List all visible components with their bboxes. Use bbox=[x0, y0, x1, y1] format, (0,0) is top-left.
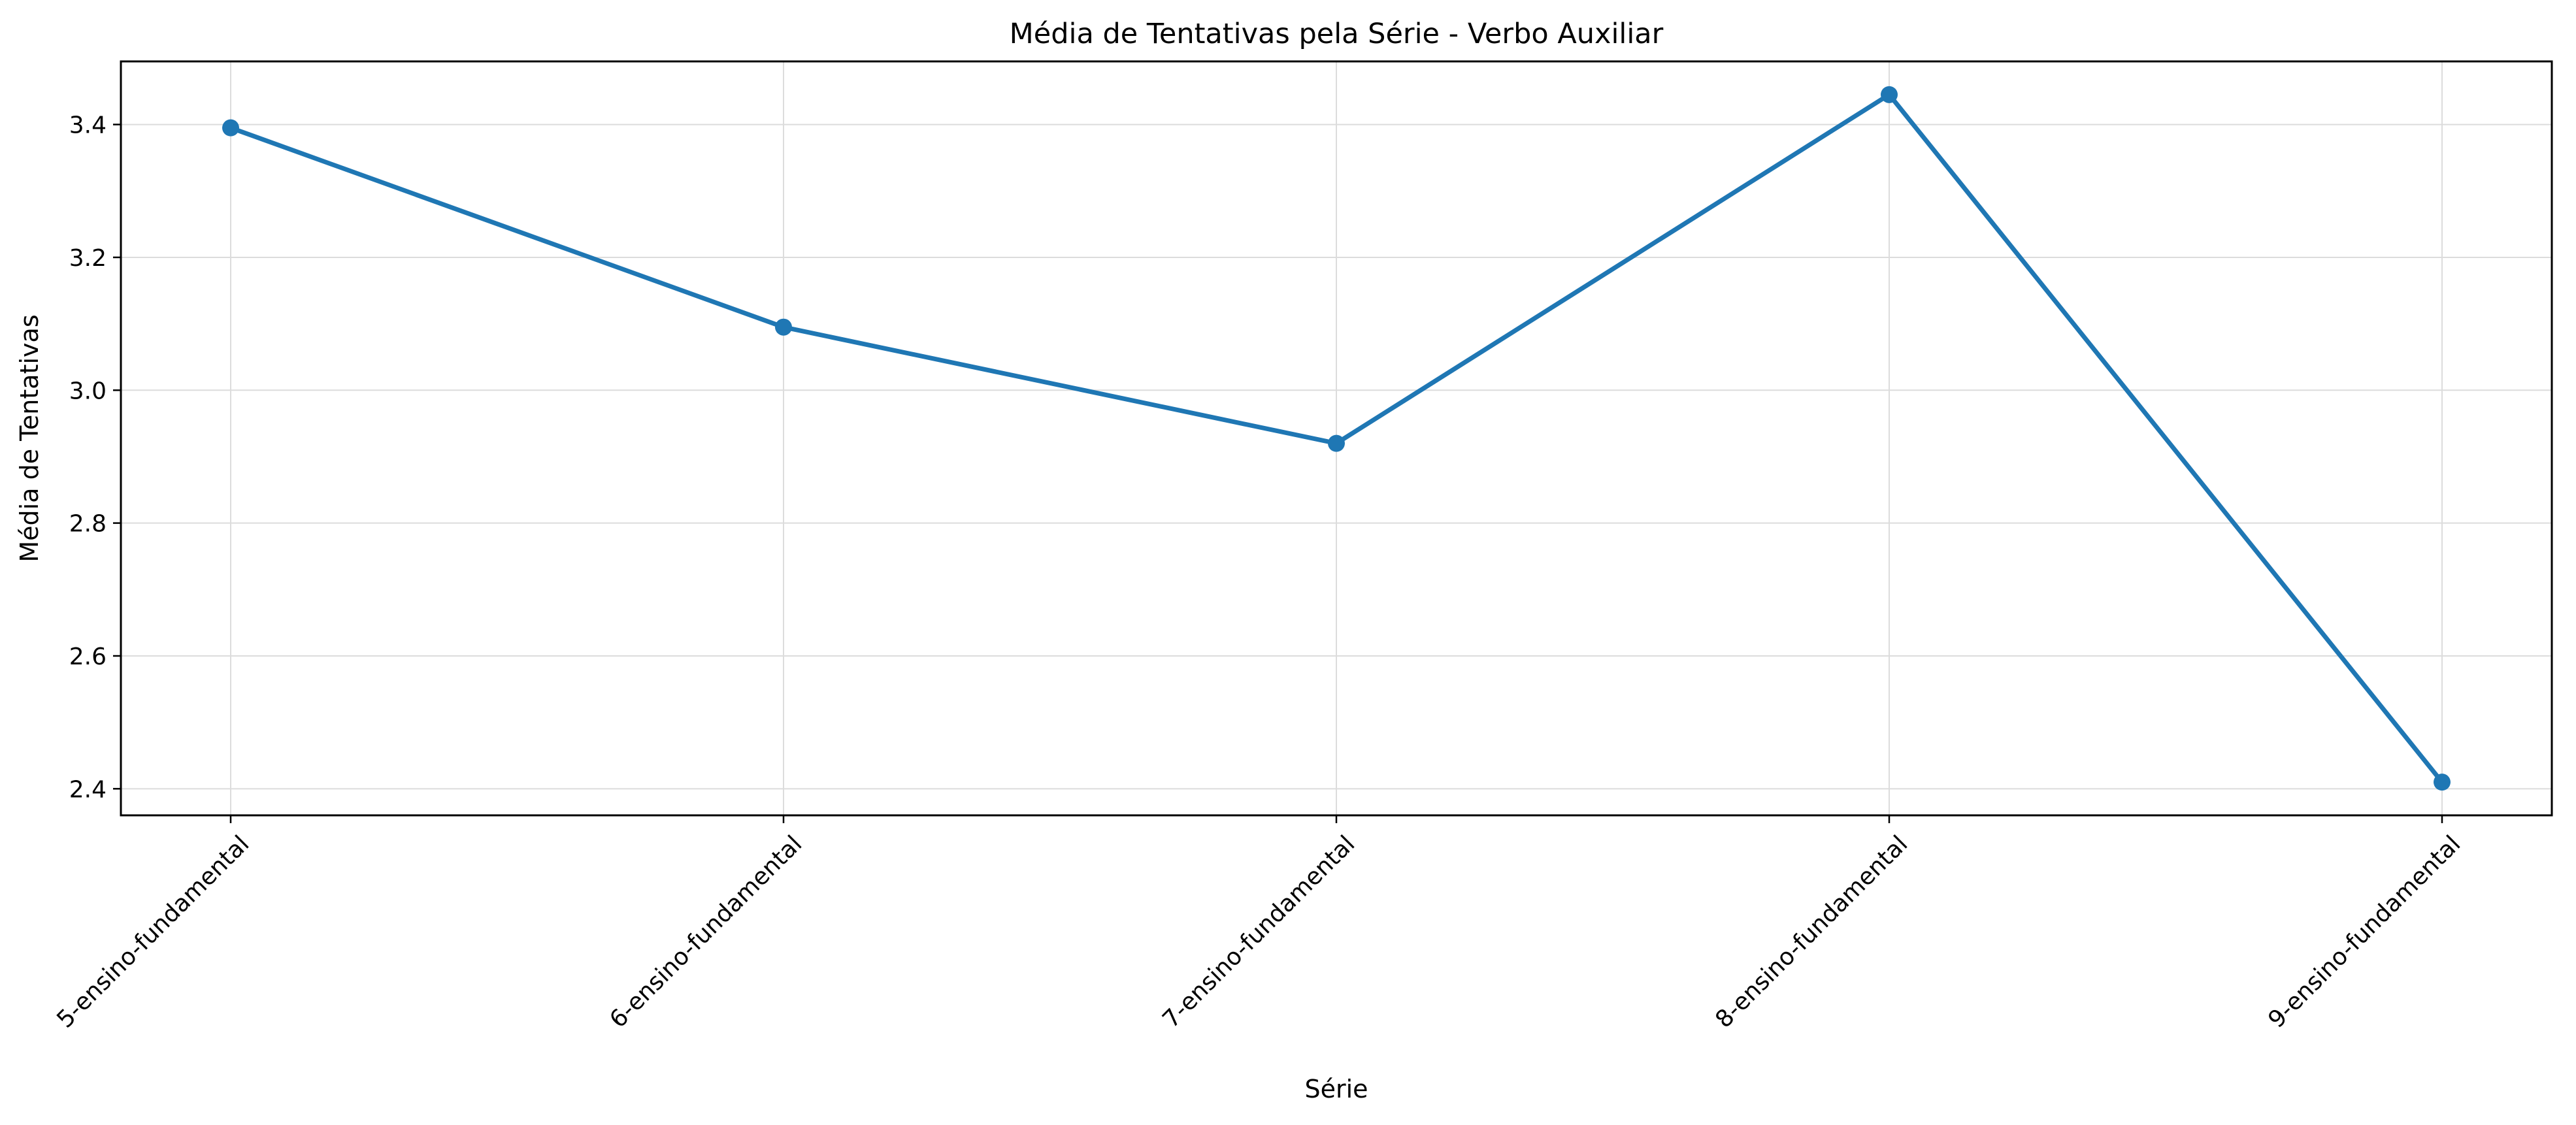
y-tick-label: 3.0 bbox=[69, 378, 107, 404]
grid bbox=[121, 61, 2552, 815]
data-point bbox=[1328, 434, 1345, 452]
y-tick-label: 3.4 bbox=[69, 112, 107, 139]
chart-title: Média de Tentativas pela Série - Verbo A… bbox=[1010, 18, 1664, 50]
data-point bbox=[2434, 774, 2451, 791]
data-point bbox=[1881, 86, 1898, 103]
y-axis-ticks: 2.4 2.6 2.8 3.0 3.2 3.4 bbox=[69, 112, 121, 803]
x-axis-ticks: 5-ensino-fundamental 6-ensino-fundamental… bbox=[52, 815, 2466, 1034]
series-layer bbox=[222, 86, 2451, 791]
y-axis-label: Média de Tentativas bbox=[15, 314, 44, 562]
y-tick-label: 3.2 bbox=[69, 245, 107, 272]
y-tick-label: 2.6 bbox=[69, 644, 107, 670]
x-tick-label: 5-ensino-fundamental bbox=[52, 830, 254, 1033]
x-tick-label: 8-ensino-fundamental bbox=[1710, 830, 1913, 1033]
x-axis-label: Série bbox=[1304, 1075, 1368, 1103]
y-tick-label: 2.4 bbox=[69, 776, 107, 803]
data-point bbox=[222, 119, 239, 137]
data-point bbox=[775, 318, 792, 336]
x-tick-label: 9-ensino-fundamental bbox=[2263, 830, 2466, 1033]
y-tick-label: 2.8 bbox=[69, 511, 107, 538]
x-tick-label: 6-ensino-fundamental bbox=[604, 830, 807, 1033]
x-tick-label: 7-ensino-fundamental bbox=[1157, 830, 1360, 1033]
